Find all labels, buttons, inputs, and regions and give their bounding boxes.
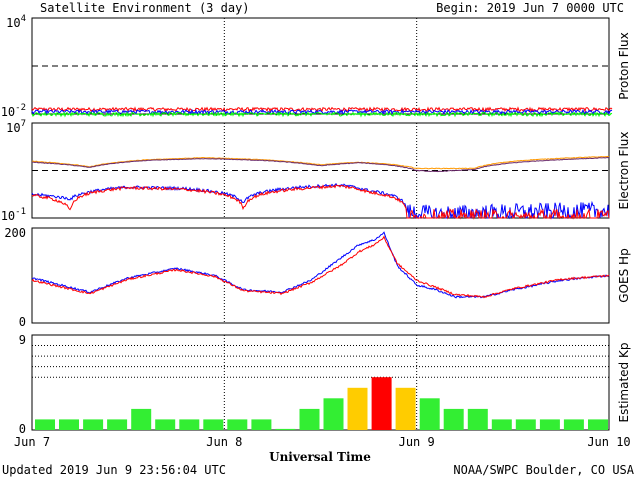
kp-bar: [251, 419, 272, 430]
chart-title: Satellite Environment (3 day): [40, 1, 250, 15]
y-tick-label: 9: [19, 333, 26, 347]
kp-bar: [395, 387, 416, 430]
hp-series-1: [31, 235, 610, 299]
y-axis-label: Estimated Kp: [617, 343, 631, 423]
y-tick-label: 10-1: [1, 207, 26, 223]
y-axis-label: Electron Flux: [617, 132, 631, 210]
kp-bar: [347, 387, 368, 430]
kp-bar: [371, 377, 392, 430]
proton-series-1: [31, 108, 613, 116]
y-tick-label: 200: [4, 226, 26, 240]
begin-time: Begin: 2019 Jun 7 0000 UTC: [436, 1, 624, 15]
kp-bar: [539, 419, 560, 430]
electron-series-1: [31, 156, 610, 173]
kp-bar: [107, 419, 128, 430]
electron-series-3: [31, 184, 610, 220]
hp-series-0: [31, 231, 610, 299]
kp-bar: [203, 419, 224, 430]
y-tick-label: 10-2: [1, 103, 26, 119]
x-tick-label: Jun 7: [14, 435, 50, 449]
x-tick-label: Jun 9: [399, 435, 435, 449]
y-tick-label: 0: [19, 315, 26, 329]
y-axis-label: Proton Flux: [617, 32, 631, 99]
credit: NOAA/SWPC Boulder, CO USA: [453, 463, 634, 477]
electron-series-0: [31, 155, 610, 170]
kp-bar: [515, 419, 536, 430]
kp-bar: [227, 419, 248, 430]
kp-bar: [419, 398, 440, 430]
electron-series-2: [31, 183, 610, 220]
kp-bar: [467, 408, 488, 430]
x-tick-label: Jun 10: [587, 435, 630, 449]
y-tick-label: 104: [6, 14, 26, 30]
x-axis-title: Universal Time: [269, 450, 371, 464]
panel-frame-3: [31, 334, 610, 431]
y-axis-label: GOES Hp: [617, 248, 631, 302]
kp-bar: [491, 419, 512, 430]
kp-bar: [155, 419, 176, 430]
y-tick-label: 0: [19, 422, 26, 436]
proton-series-0: [31, 106, 613, 113]
kp-bar: [563, 419, 584, 430]
kp-bar: [83, 419, 104, 430]
x-tick-label: Jun 8: [206, 435, 242, 449]
kp-bar: [275, 428, 296, 430]
proton-series-2: [31, 110, 613, 118]
kp-bar: [131, 408, 152, 430]
kp-bar: [588, 419, 608, 430]
kp-bar: [59, 419, 79, 430]
kp-bar: [299, 408, 320, 430]
y-tick-label: 107: [6, 119, 26, 135]
kp-bar: [323, 398, 344, 430]
kp-bar: [179, 419, 200, 430]
kp-bar: [35, 419, 55, 430]
updated-time: Updated 2019 Jun 9 23:56:04 UTC: [2, 463, 226, 477]
kp-bar: [443, 408, 464, 430]
panel-frame-2: [31, 227, 610, 324]
